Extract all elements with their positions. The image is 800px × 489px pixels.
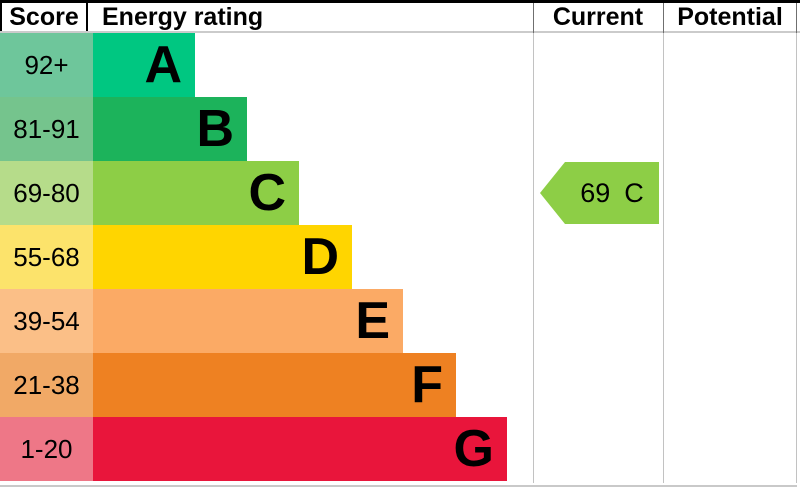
potential-column-header: Potential (677, 3, 783, 31)
current-column-left-border (533, 33, 534, 483)
band-bar-f: F (93, 353, 456, 417)
band-bar-g: G (93, 417, 507, 481)
band-row-f: 21-38 F (0, 353, 533, 417)
table-right-border-header (796, 3, 797, 33)
band-bar-d: D (93, 225, 352, 289)
band-letter-c: C (248, 164, 286, 222)
header-underline (0, 31, 800, 33)
score-range-b: 81-91 (0, 97, 93, 161)
current-rating-arrow: 69 C (540, 162, 659, 224)
band-row-g: 1-20 G (0, 417, 533, 481)
chart-top-border (0, 0, 800, 3)
band-bar-c: C (93, 161, 299, 225)
table-right-border (796, 33, 797, 483)
score-range-d: 55-68 (0, 225, 93, 289)
band-row-c: 69-80 C (0, 161, 533, 225)
band-row-b: 81-91 B (0, 97, 533, 161)
score-range-f: 21-38 (0, 353, 93, 417)
score-range-e: 39-54 (0, 289, 93, 353)
band-bar-a: A (93, 33, 195, 97)
band-letter-d: D (301, 228, 339, 286)
band-row-d: 55-68 D (0, 225, 533, 289)
potential-column-left-border-header (663, 3, 664, 33)
current-column-header: Current (552, 3, 644, 31)
score-column-header: Score (0, 3, 88, 31)
bands-area: 92+ A 81-91 B 69-80 C 55-68 D 39-54 E 21-38 F 1-20 G (0, 33, 533, 481)
current-column-left-border-header (533, 3, 534, 33)
band-row-e: 39-54 E (0, 289, 533, 353)
potential-column-left-border (663, 33, 664, 483)
band-row-a: 92+ A (0, 33, 533, 97)
band-letter-f: F (411, 356, 443, 414)
table-bottom-border (0, 485, 797, 487)
band-letter-g: G (453, 420, 494, 478)
score-range-a: 92+ (0, 33, 93, 97)
band-letter-b: B (196, 100, 234, 158)
current-score-value: 69 (580, 177, 611, 208)
energy-rating-column-header: Energy rating (102, 3, 264, 31)
band-bar-e: E (93, 289, 403, 353)
band-letter-e: E (355, 292, 390, 350)
table-header: Score Energy rating Current Potential (0, 3, 800, 31)
current-band-letter: C (624, 177, 644, 208)
score-range-g: 1-20 (0, 417, 93, 481)
band-bar-b: B (93, 97, 247, 161)
band-letter-a: A (144, 36, 182, 94)
score-range-c: 69-80 (0, 161, 93, 225)
